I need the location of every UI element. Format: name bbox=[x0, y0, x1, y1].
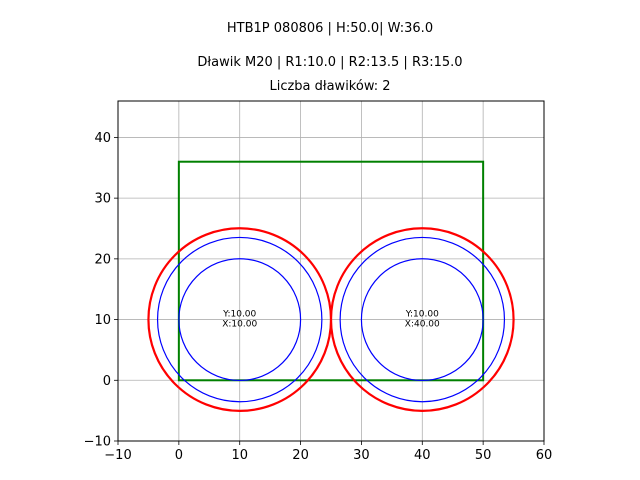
gland-label-x: X:10.00 bbox=[222, 320, 257, 330]
x-tick-label: 20 bbox=[292, 448, 309, 463]
plot-annotations: Y:10.00X:10.00Y:10.00X:40.00 bbox=[222, 310, 440, 330]
gland-circle-r2 bbox=[339, 236, 506, 403]
x-tick-label: 30 bbox=[353, 448, 370, 463]
y-tick-label: 10 bbox=[94, 313, 111, 328]
y-tick-label: 30 bbox=[94, 192, 111, 207]
gland-circle-r1 bbox=[360, 258, 484, 382]
plot-shapes bbox=[147, 160, 515, 412]
x-tick-label: −10 bbox=[104, 448, 131, 463]
gland-circle-r3 bbox=[329, 227, 515, 412]
y-tick-label: 0 bbox=[103, 374, 111, 389]
y-tick-label: −10 bbox=[84, 435, 111, 450]
enclosure-rectangle bbox=[177, 160, 485, 382]
gland-circle-r1 bbox=[178, 258, 302, 382]
chart-title-line-3: Liczba dławików: 2 bbox=[269, 79, 390, 94]
x-tick-label: 0 bbox=[175, 448, 183, 463]
y-tick-label: 40 bbox=[94, 131, 111, 146]
chart-title-line-1: HTB1P 080806 | H:50.0| W:36.0 bbox=[227, 21, 433, 36]
gland-circle-r2 bbox=[156, 236, 323, 403]
gland-label-y: Y:10.00 bbox=[405, 310, 439, 320]
x-axis: −10 0 10 20 30 40 50 60 bbox=[104, 441, 552, 463]
chart-title-line-2: Dławik M20 | R1:10.0 | R2:13.5 | R3:15.0 bbox=[197, 55, 462, 70]
x-tick-label: 10 bbox=[231, 448, 248, 463]
plot-frame bbox=[117, 100, 545, 442]
gland-label-y: Y:10.00 bbox=[222, 310, 256, 320]
x-tick-label: 60 bbox=[536, 448, 553, 463]
gland-label-x: X:40.00 bbox=[405, 320, 440, 330]
y-axis: −10 0 10 20 30 40 bbox=[84, 131, 118, 450]
x-tick-label: 40 bbox=[414, 448, 431, 463]
y-tick-label: 20 bbox=[94, 252, 111, 267]
x-tick-label: 50 bbox=[475, 448, 492, 463]
